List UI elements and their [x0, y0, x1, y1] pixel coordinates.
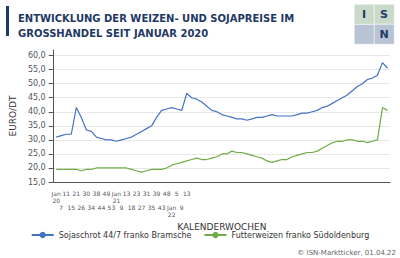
svg-text:© ISN-Marktticker, 01.04.22: © ISN-Marktticker, 01.04.22	[297, 249, 396, 257]
svg-text:GROSSHANDEL SEIT JANUAR 2020: GROSSHANDEL SEIT JANUAR 2020	[18, 28, 208, 39]
svg-text:31: 31	[143, 190, 151, 197]
svg-text:9: 9	[180, 204, 184, 211]
svg-text:49: 49	[103, 190, 111, 197]
svg-text:35: 35	[148, 204, 156, 211]
svg-text:11: 11	[62, 190, 70, 197]
svg-text:N: N	[379, 28, 388, 41]
svg-text:7: 7	[59, 204, 63, 211]
svg-text:48: 48	[163, 190, 171, 197]
svg-text:21: 21	[113, 197, 121, 204]
svg-text:44: 44	[98, 204, 106, 211]
svg-text:26: 26	[77, 204, 85, 211]
svg-text:34: 34	[88, 204, 96, 211]
svg-text:60,0: 60,0	[28, 51, 46, 60]
svg-text:38: 38	[93, 190, 101, 197]
svg-text:39: 39	[153, 190, 161, 197]
svg-text:Jan: Jan	[51, 190, 61, 197]
svg-text:9: 9	[120, 204, 124, 211]
svg-text:I: I	[362, 8, 366, 21]
svg-text:23: 23	[133, 190, 141, 197]
svg-text:20: 20	[52, 197, 60, 204]
svg-text:40,0: 40,0	[28, 107, 46, 116]
svg-text:S: S	[380, 8, 388, 21]
svg-text:53: 53	[108, 204, 116, 211]
svg-text:13: 13	[183, 190, 191, 197]
svg-text:30,0: 30,0	[28, 135, 46, 144]
svg-text:35,0: 35,0	[28, 121, 46, 130]
svg-text:22: 22	[168, 211, 176, 218]
svg-text:EURO/DT: EURO/DT	[8, 95, 18, 137]
svg-text:18: 18	[128, 204, 136, 211]
svg-text:Futterweizen franko Südoldenbu: Futterweizen franko Südoldenburg	[232, 231, 370, 240]
svg-text:KALENDERWOCHEN: KALENDERWOCHEN	[177, 222, 267, 233]
svg-text:25,0: 25,0	[28, 149, 46, 158]
svg-text:ENTWICKLUNG DER WEIZEN- UND SO: ENTWICKLUNG DER WEIZEN- UND SOJAPREISE I…	[18, 13, 294, 24]
svg-text:5: 5	[175, 190, 179, 197]
svg-text:15,0: 15,0	[28, 178, 46, 187]
svg-text:13: 13	[123, 190, 131, 197]
svg-text:45,0: 45,0	[28, 93, 46, 102]
svg-text:55,0: 55,0	[28, 65, 46, 74]
svg-text:15: 15	[67, 204, 75, 211]
svg-text:27: 27	[138, 204, 146, 211]
svg-text:Jan: Jan	[111, 190, 122, 197]
svg-text:43: 43	[158, 204, 166, 211]
svg-text:50,0: 50,0	[28, 79, 46, 88]
svg-text:20,0: 20,0	[28, 163, 46, 172]
svg-text:Jan: Jan	[167, 204, 177, 211]
svg-text:Sojaschrot 44/7 franko Bramsch: Sojaschrot 44/7 franko Bramsche	[59, 231, 192, 240]
svg-text:21: 21	[72, 190, 80, 197]
svg-text:30: 30	[83, 190, 91, 197]
